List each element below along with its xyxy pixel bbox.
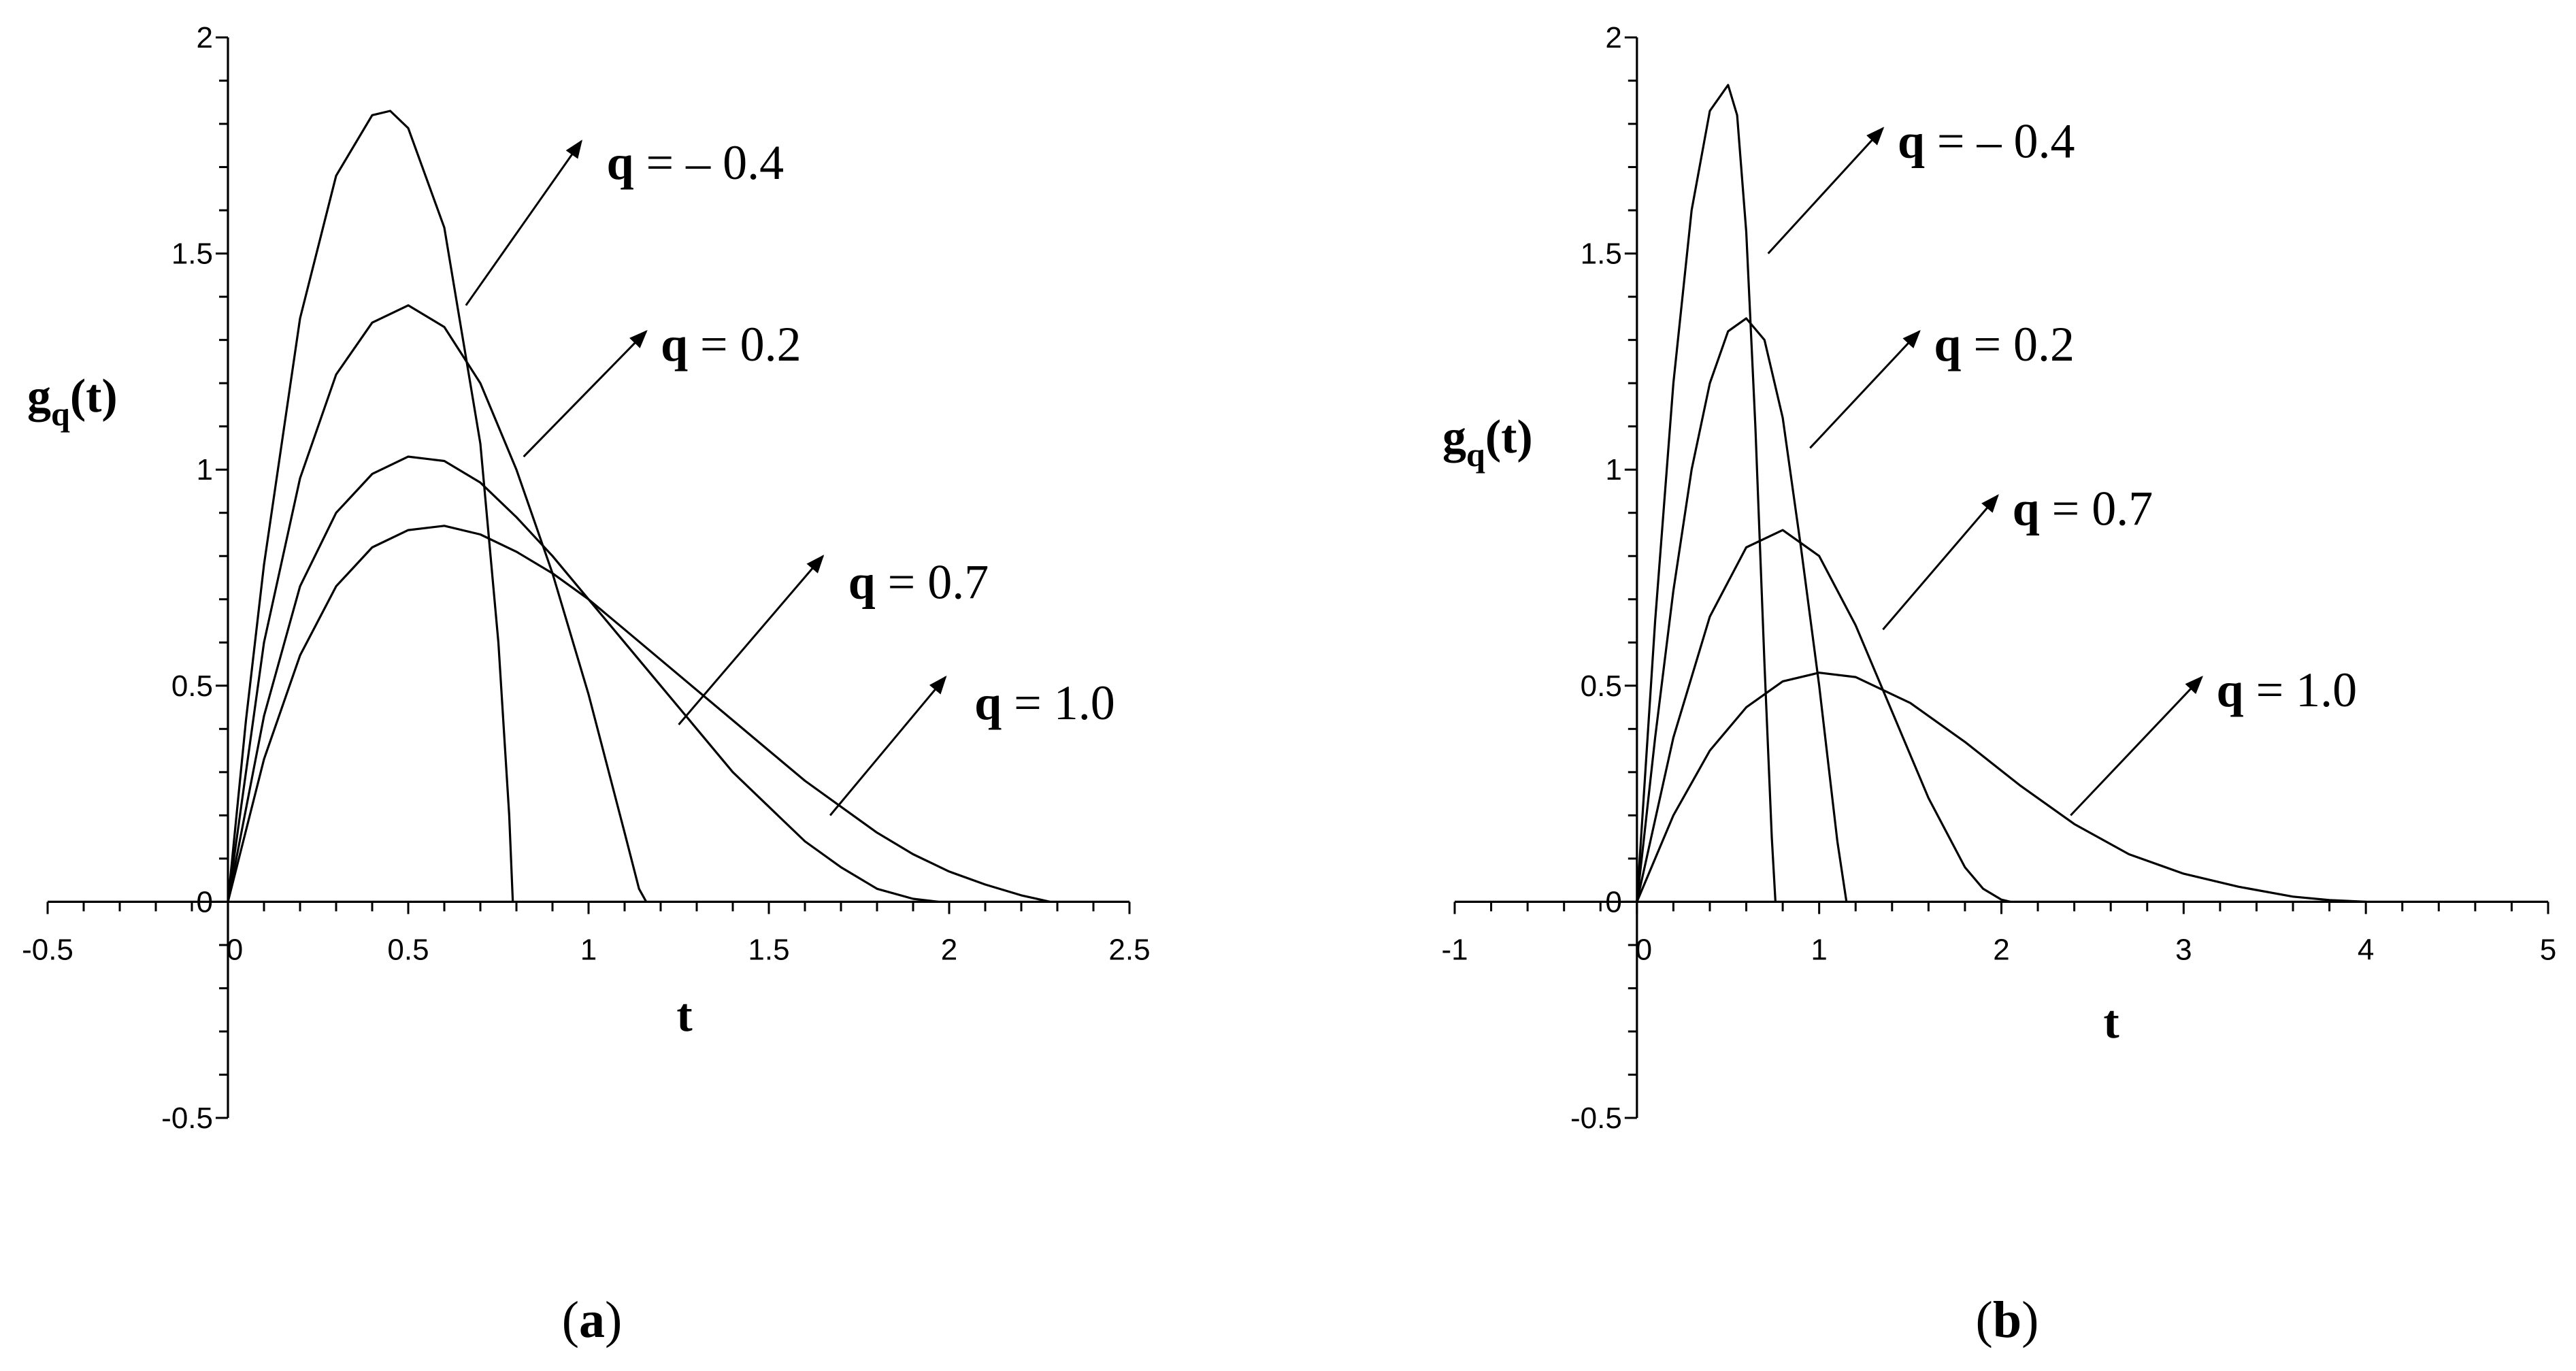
x-tick-label: 1: [580, 933, 597, 966]
x-tick-label: 1: [1811, 933, 1827, 966]
y-tick-label: 1: [1605, 453, 1621, 486]
y-tick-label: 1: [197, 453, 213, 486]
annotation-value: = – 0.4: [1925, 114, 2075, 168]
x-tick-label: 3: [2175, 933, 2192, 966]
annotation-arrow: [523, 330, 648, 458]
annotation-q: q: [607, 135, 634, 190]
annotation-value: = 0.2: [688, 317, 802, 371]
annotation-label: q = – 0.4: [607, 135, 785, 190]
annotation-arrow: [465, 139, 582, 306]
x-tick-label: 2: [941, 933, 957, 966]
annotation-label: q = 0.7: [848, 555, 989, 609]
annotation-arrow: [829, 676, 947, 816]
annotation-q: q: [848, 555, 876, 609]
annotation-arrow: [1767, 127, 1885, 254]
x-tick-label: 4: [2358, 933, 2374, 966]
x-tick-label: 1.5: [748, 933, 789, 966]
annotation-label: q = 0.7: [2013, 481, 2153, 535]
annotation-q: q: [2217, 663, 2244, 717]
annotation-q: q: [974, 676, 1002, 730]
annotation-value: = 0.7: [876, 555, 989, 609]
series-curve-3: [227, 525, 1051, 903]
series-curve-0: [227, 110, 514, 902]
annotation-label: q = – 0.4: [1898, 114, 2075, 168]
y-tick-label: 2: [197, 21, 213, 54]
annotation-arrow: [1809, 329, 1921, 449]
x-tick-label: 0: [1636, 933, 1652, 966]
y-axis-title: gq(t): [27, 370, 118, 433]
y-tick-label: 0.5: [171, 670, 213, 703]
x-tick-label: 0: [227, 933, 243, 966]
x-tick-label: -0.5: [22, 933, 73, 966]
x-tick-label: 2.5: [1108, 933, 1150, 966]
y-tick-label: 1.5: [1581, 237, 1622, 271]
annotation-label: q = 0.2: [661, 317, 802, 371]
chart-panel-b: -1 0 1 2 3 4 5-0.500.511.52q = – 0.4q = 0.2q =…: [1441, 21, 2556, 1135]
series-curve-1: [227, 304, 648, 903]
x-axis-title: t: [2103, 996, 2119, 1048]
y-tick-label: 1.5: [171, 237, 213, 271]
y-tick-label: 0: [197, 885, 213, 919]
annotation-q: q: [1898, 114, 1925, 168]
x-tick-label: -1: [1441, 933, 1468, 966]
y-axis-title: gq(t): [1442, 411, 1533, 474]
annotation-arrow: [678, 555, 825, 725]
x-tick-label: 0.5: [387, 933, 429, 966]
annotation-q: q: [2013, 481, 2040, 535]
y-tick-label: -0.5: [161, 1102, 213, 1135]
annotation-arrow: [2070, 676, 2203, 816]
y-tick-label: 0: [1605, 885, 1621, 919]
annotation-label: q = 0.2: [1934, 317, 2075, 371]
series-curve-3: [1636, 672, 2366, 903]
x-axis-title: t: [676, 989, 692, 1042]
annotation-value: = 0.2: [1961, 317, 2075, 371]
series-curve-2: [1636, 529, 2011, 903]
panel-label-b: (b): [1976, 1291, 2039, 1349]
series-curve-1: [1636, 317, 1848, 902]
y-tick-label: 0.5: [1581, 670, 1622, 703]
y-tick-label: -0.5: [1570, 1102, 1622, 1135]
panel-label-a: (a): [562, 1291, 623, 1349]
chart-panel-a: -0.5 0 0.5 1 1.5 2 2.5-0.500.511.52q = – 0.4q …: [22, 21, 1151, 1135]
annotation-arrow: [1882, 494, 1999, 631]
y-tick-label: 2: [1605, 21, 1621, 54]
annotation-value: = 0.7: [2040, 481, 2153, 535]
annotation-value: = 1.0: [2244, 663, 2358, 717]
series-curve-0: [1636, 84, 1777, 902]
annotation-value: = – 0.4: [634, 135, 785, 190]
annotation-label: q = 1.0: [2217, 663, 2358, 717]
x-tick-label: 2: [1993, 933, 2009, 966]
annotation-q: q: [1934, 317, 1961, 371]
annotation-q: q: [661, 317, 688, 371]
x-tick-label: 5: [2540, 933, 2556, 966]
annotation-value: = 1.0: [1002, 676, 1115, 730]
annotation-label: q = 1.0: [974, 676, 1115, 730]
